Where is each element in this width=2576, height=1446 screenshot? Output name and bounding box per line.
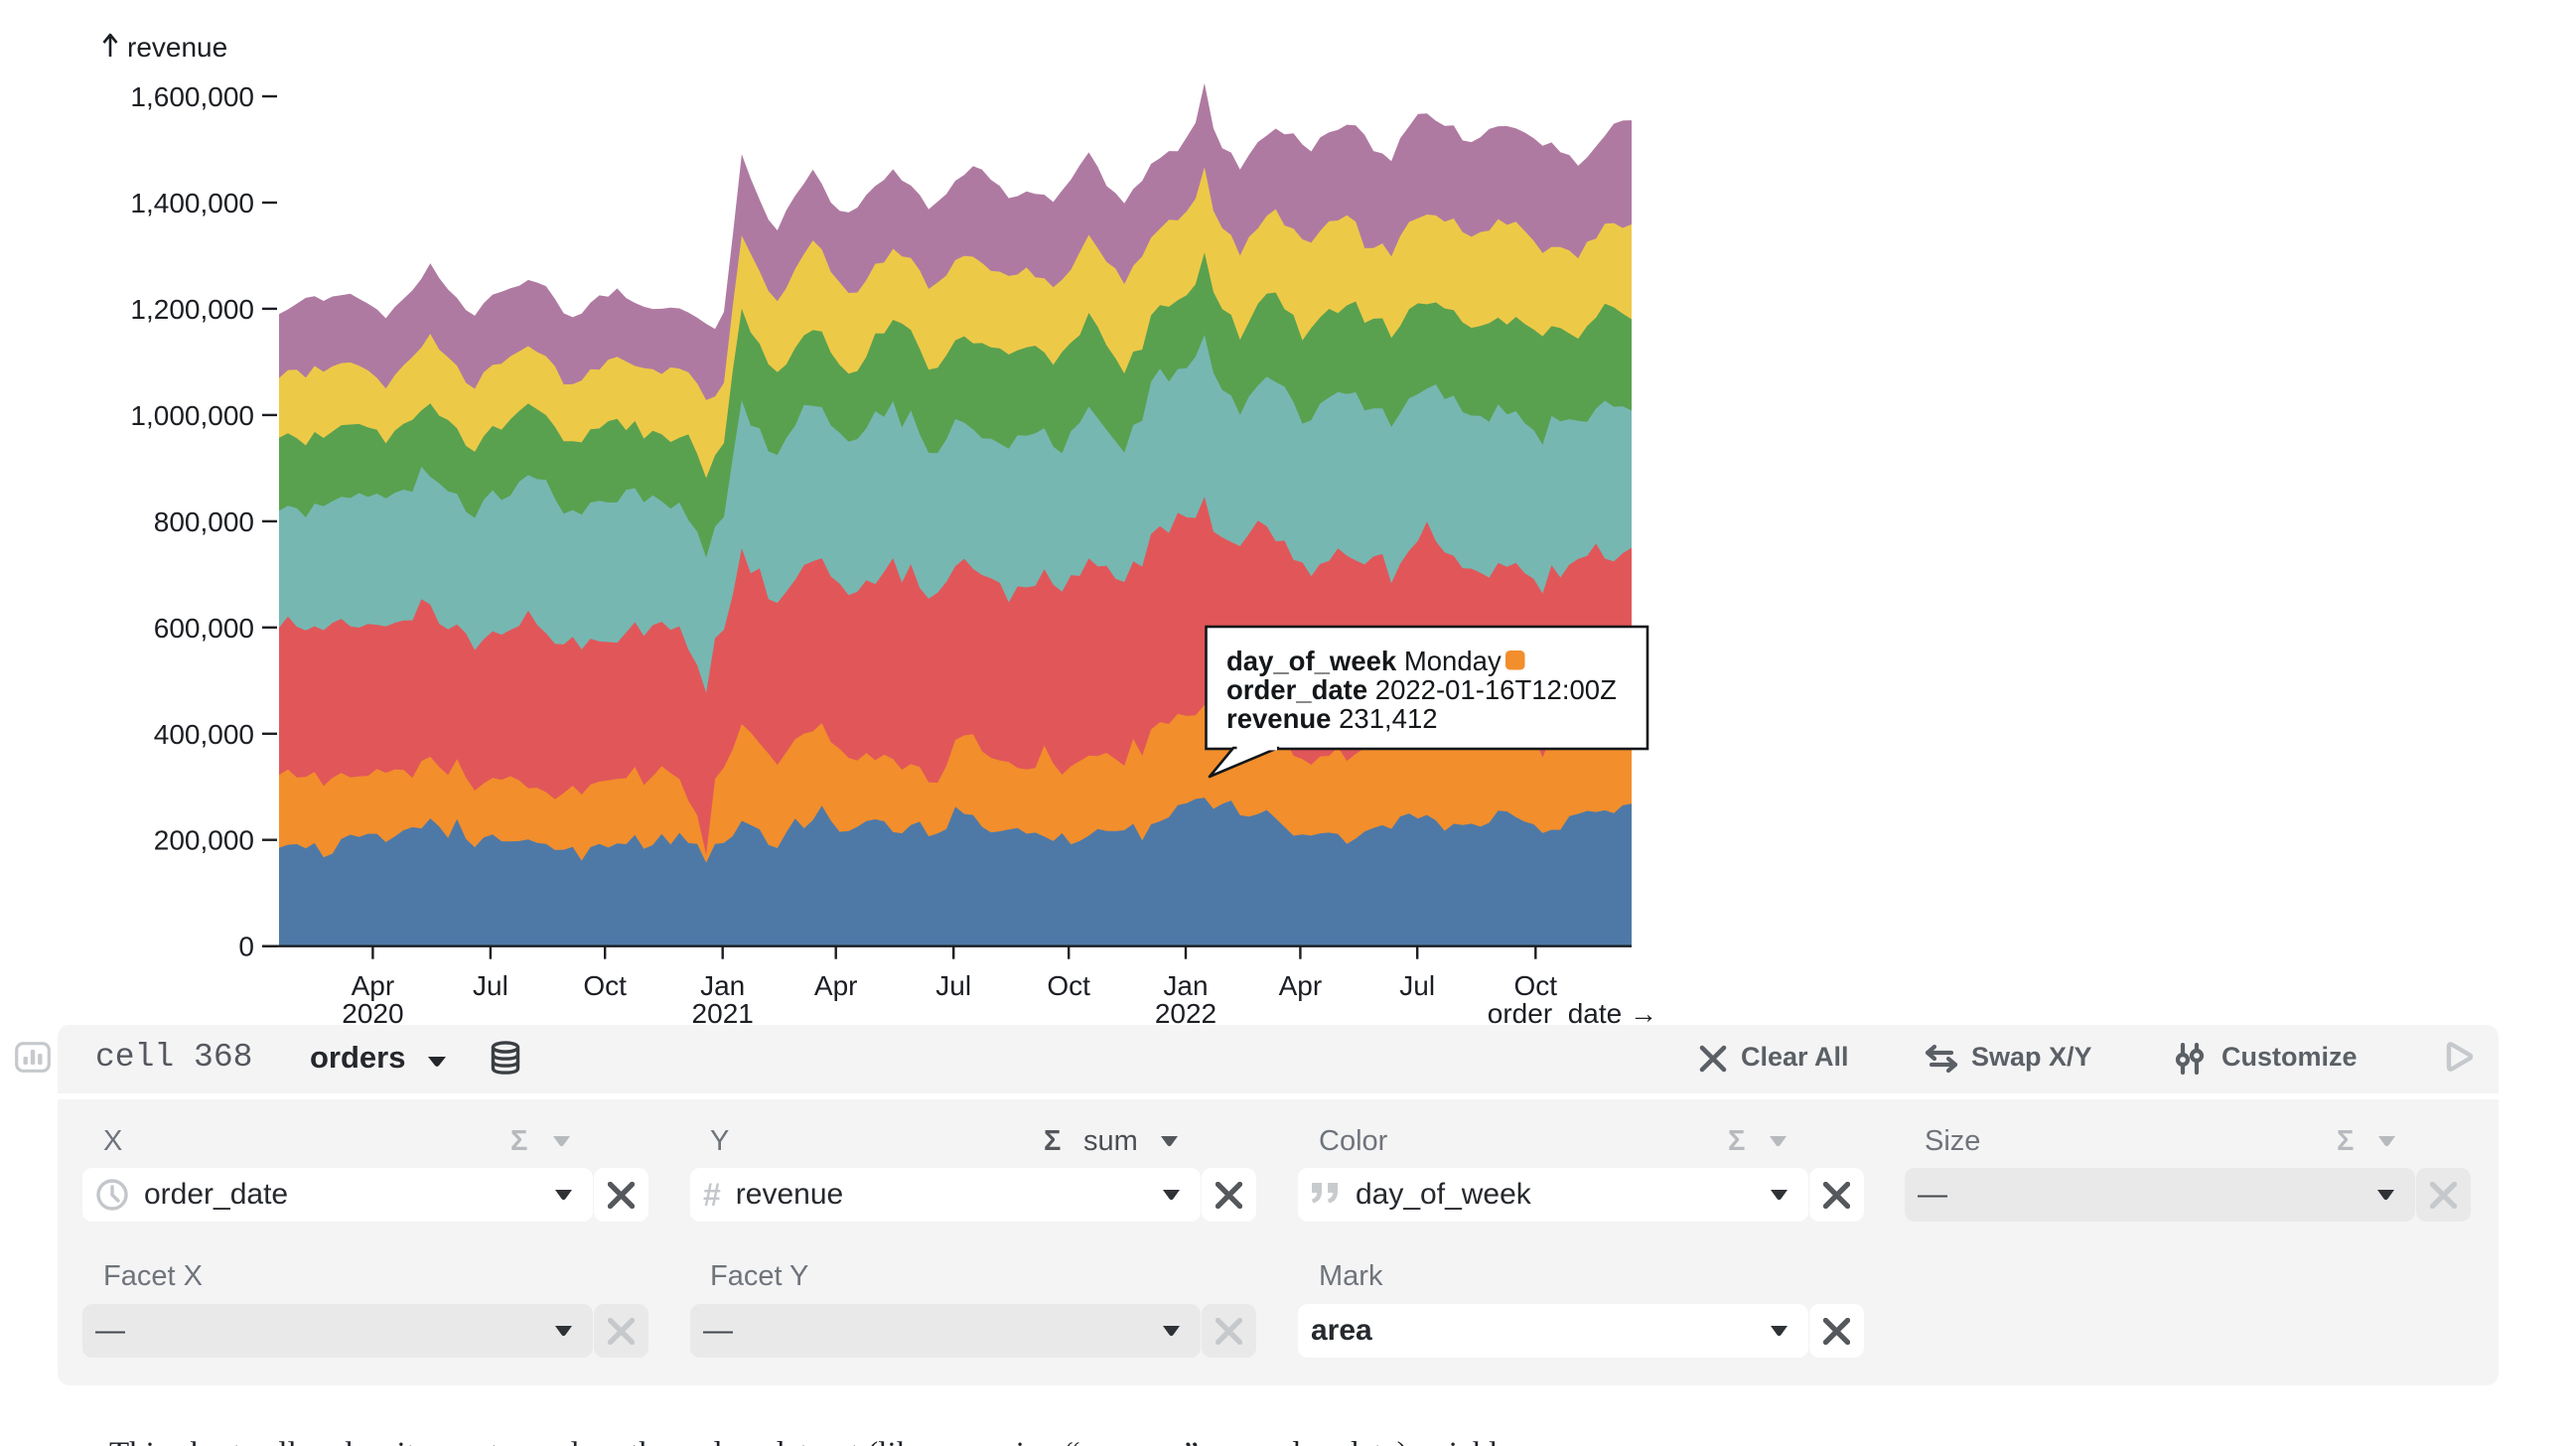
svg-text:Oct: Oct — [583, 970, 627, 1001]
svg-text:1,400,000: 1,400,000 — [130, 188, 254, 218]
svg-text:200,000: 200,000 — [154, 825, 254, 856]
svg-text:Apr: Apr — [814, 970, 858, 1001]
svg-text:2022: 2022 — [1155, 998, 1216, 1025]
svg-text:2021: 2021 — [692, 998, 754, 1025]
svg-text:revenue 231,412: revenue 231,412 — [1226, 703, 1438, 734]
svg-text:1,000,000: 1,000,000 — [130, 400, 254, 431]
svg-text:Oct: Oct — [1047, 970, 1090, 1001]
svg-text:1,600,000: 1,600,000 — [130, 81, 254, 112]
svg-text:0: 0 — [238, 932, 254, 962]
svg-text:Oct: Oct — [1514, 970, 1558, 1001]
svg-text:800,000: 800,000 — [154, 506, 254, 537]
svg-text:Jul: Jul — [473, 970, 508, 1001]
svg-text:2020: 2020 — [342, 998, 403, 1025]
svg-text:400,000: 400,000 — [154, 719, 254, 750]
svg-text:order_date →: order_date → — [1488, 998, 1657, 1025]
svg-text:1,200,000: 1,200,000 — [130, 294, 254, 325]
svg-text:Apr: Apr — [1279, 970, 1323, 1001]
svg-text:Jan: Jan — [700, 970, 745, 1001]
svg-text:revenue: revenue — [127, 32, 227, 63]
svg-text:order_date 2022-01-16T12:00Z: order_date 2022-01-16T12:00Z — [1226, 674, 1617, 705]
svg-text:Jan: Jan — [1163, 970, 1208, 1001]
svg-text:Jul: Jul — [1399, 970, 1435, 1001]
svg-text:day_of_week Monday: day_of_week Monday — [1226, 646, 1502, 676]
svg-text:600,000: 600,000 — [154, 613, 254, 644]
svg-text:Apr: Apr — [352, 970, 395, 1001]
svg-text:Jul: Jul — [935, 970, 971, 1001]
